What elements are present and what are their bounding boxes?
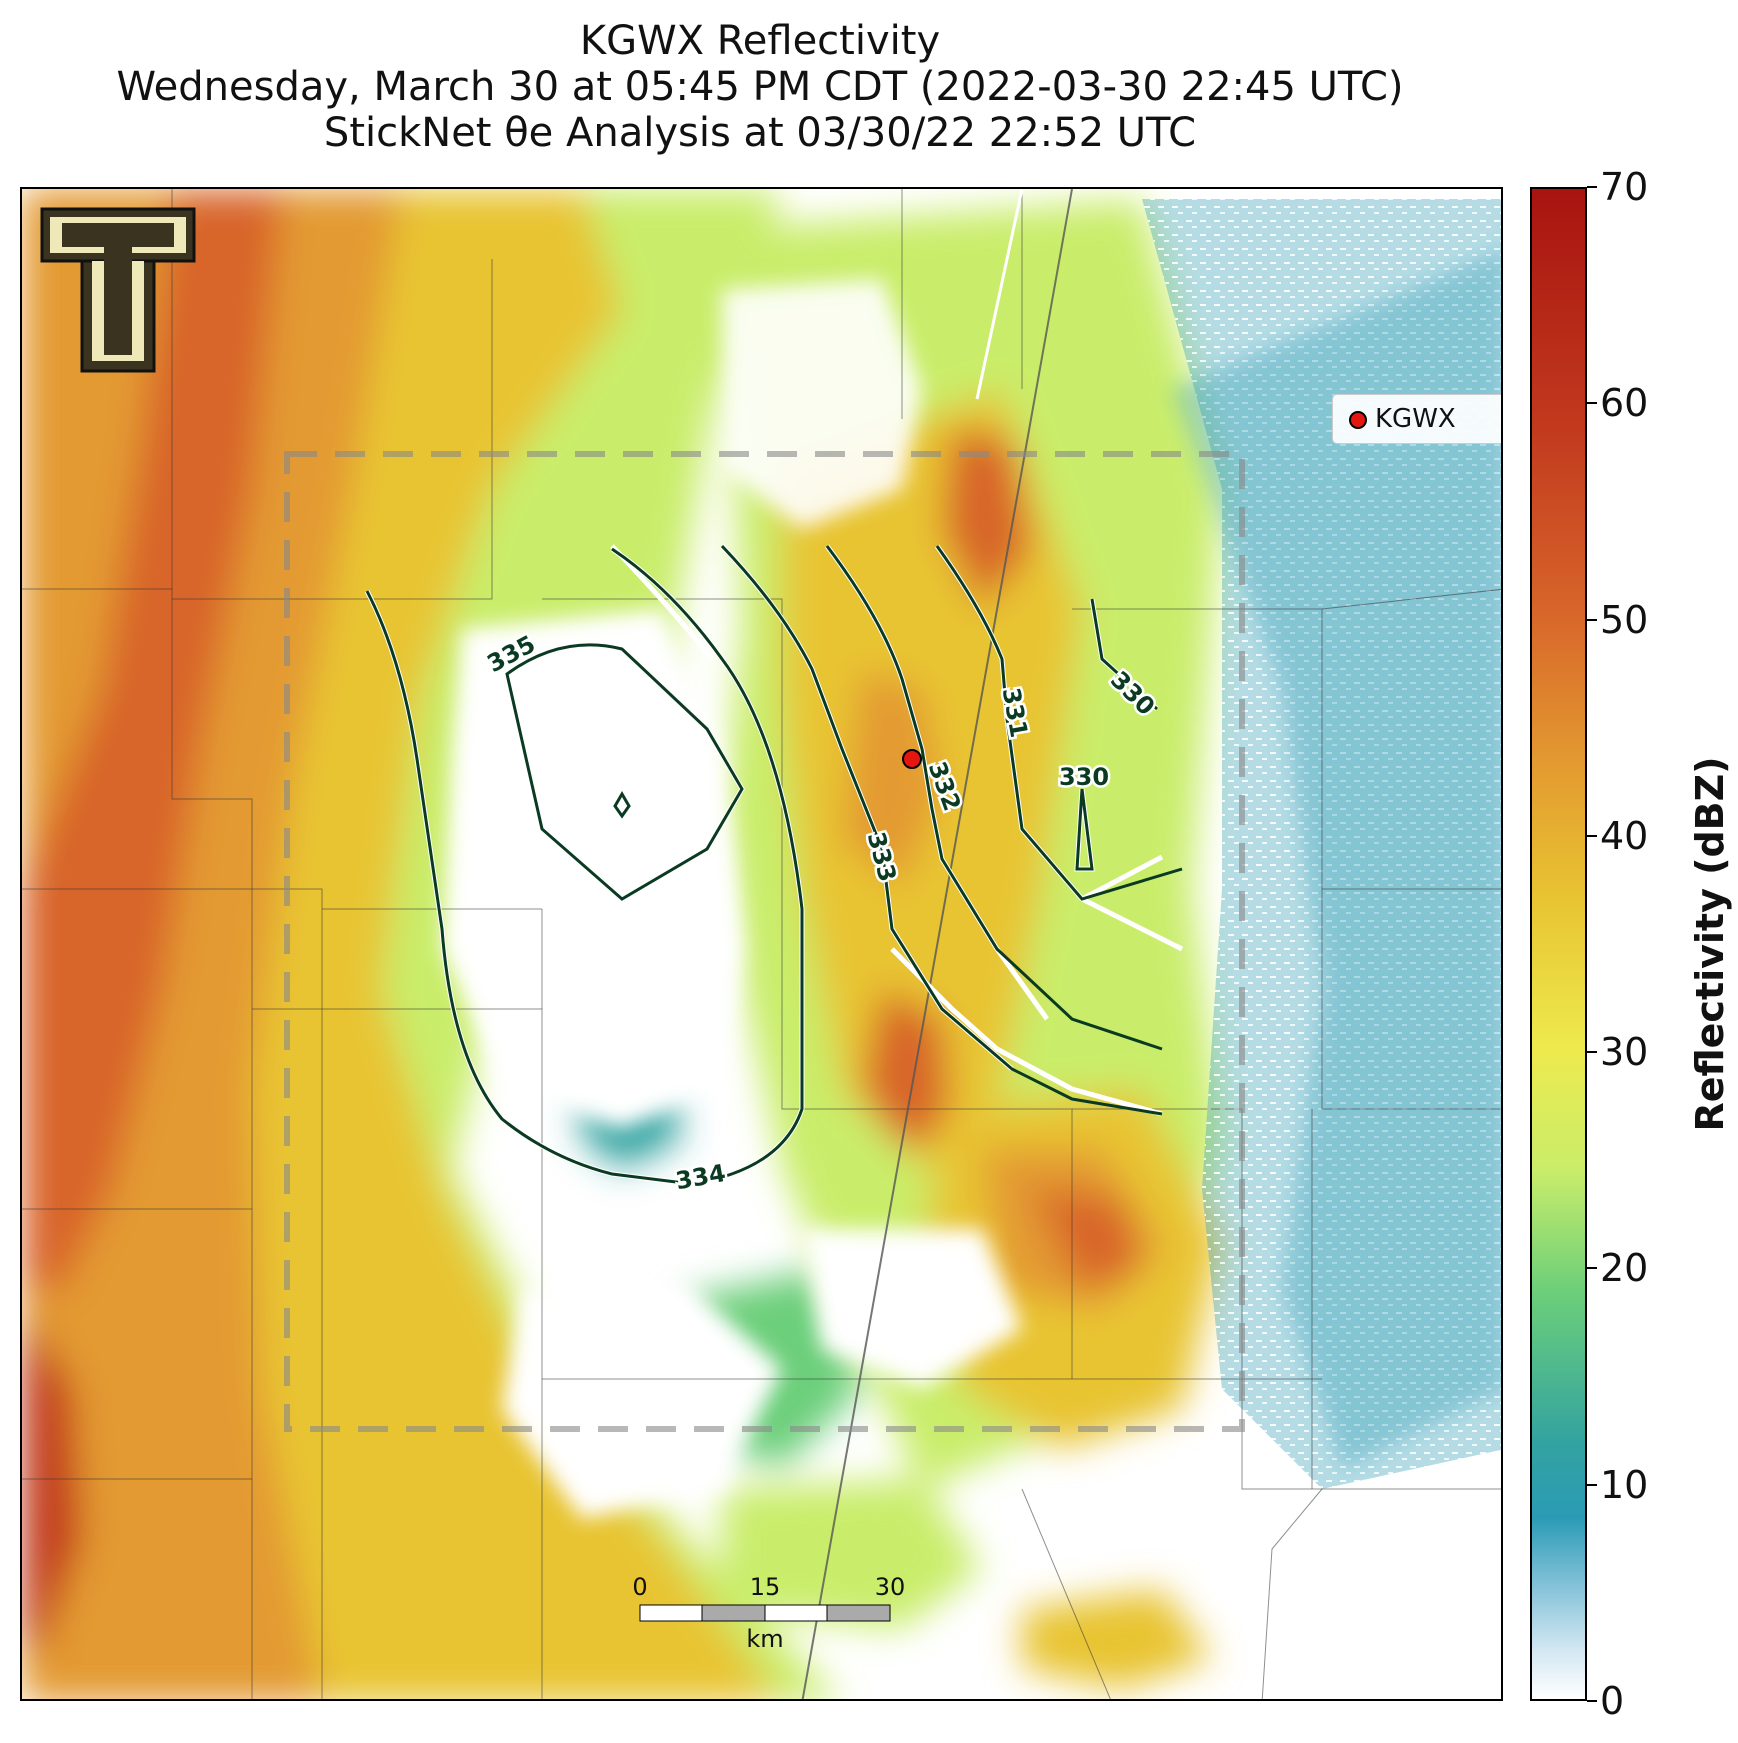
title-line-3: StickNet θe Analysis at 03/30/22 22:52 U… bbox=[323, 110, 1197, 156]
contour-332 bbox=[825, 545, 1163, 1051]
contour-333 bbox=[720, 544, 1163, 1116]
map-legend: KGWX bbox=[1332, 394, 1501, 444]
colorbar-tick-20 bbox=[1587, 1267, 1597, 1270]
contour-330-north bbox=[1090, 598, 1159, 711]
contour-331 bbox=[935, 545, 1183, 901]
colorbar bbox=[1530, 187, 1587, 1701]
contour-label-330-closed: 330 bbox=[1059, 763, 1109, 791]
colorbar-tick-10 bbox=[1587, 1483, 1597, 1486]
title-line-1: KGWX Reflectivity bbox=[579, 18, 941, 64]
county-boundaries bbox=[22, 189, 1501, 1699]
colorbar-label: Reflectivity (dBZ) bbox=[1688, 756, 1732, 1132]
colorbar-tick-label-30: 30 bbox=[1600, 1030, 1649, 1075]
contour-334 bbox=[365, 547, 804, 1186]
contour-335-center bbox=[613, 791, 631, 819]
contour-330-closed bbox=[1075, 788, 1094, 871]
radar-map[interactable]: 335 334 333 332 331 330 330 KG bbox=[20, 187, 1503, 1701]
colorbar-tick-label-20: 20 bbox=[1600, 1246, 1649, 1291]
theta-e-contours-dark bbox=[365, 544, 1183, 1186]
scale-label-30: 30 bbox=[874, 1573, 906, 1601]
colorbar-tick-label-10: 10 bbox=[1600, 1462, 1649, 1507]
colorbar-tick-40 bbox=[1587, 834, 1597, 837]
colorbar-tick-label-40: 40 bbox=[1600, 813, 1649, 858]
texas-tech-logo-icon bbox=[40, 207, 196, 373]
colorbar-tick-50 bbox=[1587, 618, 1597, 621]
colorbar-tick-70 bbox=[1587, 186, 1597, 188]
beam-line-gray bbox=[801, 189, 1073, 1699]
colorbar-tick-label-60: 60 bbox=[1600, 381, 1649, 426]
scale-label-0: 0 bbox=[632, 1573, 648, 1601]
scale-unit: km bbox=[746, 1625, 784, 1653]
colorbar-tick-label-70: 70 bbox=[1600, 165, 1649, 209]
colorbar-tick-60 bbox=[1587, 402, 1597, 405]
scale-label-15: 15 bbox=[749, 1573, 781, 1601]
scale-bar bbox=[639, 1604, 891, 1622]
reflectivity-field bbox=[22, 189, 1501, 1699]
colorbar-tick-label-0: 0 bbox=[1600, 1679, 1625, 1723]
radar-svg: 335 334 333 332 331 330 330 bbox=[22, 189, 1501, 1699]
colorbar-tick-label-50: 50 bbox=[1600, 597, 1649, 642]
colorbar-tick-0 bbox=[1587, 1700, 1597, 1702]
contour-335 bbox=[505, 643, 744, 901]
title-line-2: Wednesday, March 30 at 05:45 PM CDT (202… bbox=[116, 64, 1404, 110]
kgwx-radar-marker[interactable] bbox=[902, 749, 922, 769]
analysis-domain-box bbox=[284, 451, 1245, 1432]
legend-label: KGWX bbox=[1375, 404, 1456, 434]
radar-marker-icon bbox=[1349, 411, 1367, 429]
colorbar-tick-30 bbox=[1587, 1051, 1597, 1054]
beam-line-white bbox=[975, 189, 1024, 400]
